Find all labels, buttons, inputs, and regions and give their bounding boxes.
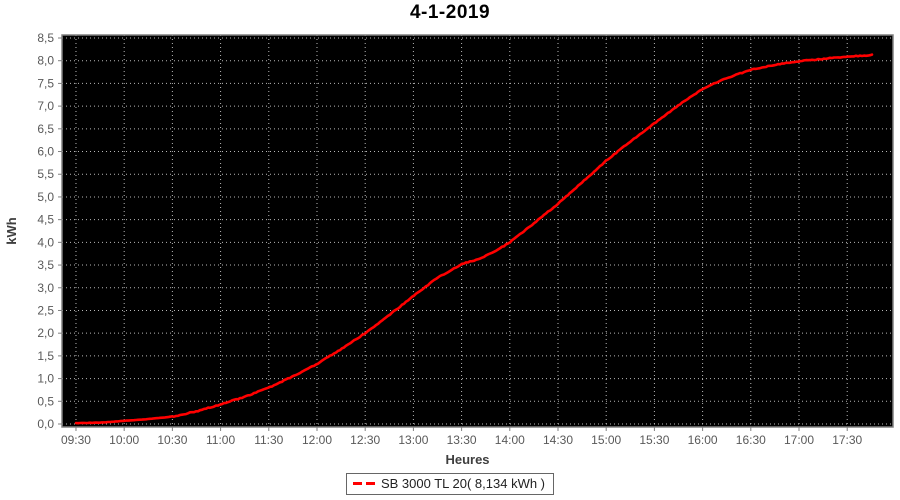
plot-border [61, 34, 894, 428]
svg-text:2,0: 2,0 [37, 326, 54, 340]
svg-text:17:00: 17:00 [784, 433, 814, 447]
x-tick-marks [75, 427, 848, 431]
svg-text:4,5: 4,5 [37, 213, 54, 227]
svg-text:6,0: 6,0 [37, 145, 54, 159]
svg-text:14:30: 14:30 [543, 433, 573, 447]
svg-text:12:30: 12:30 [350, 433, 380, 447]
svg-text:2,5: 2,5 [37, 303, 54, 317]
svg-text:6,5: 6,5 [37, 122, 54, 136]
svg-text:3,0: 3,0 [37, 281, 54, 295]
svg-text:1,5: 1,5 [37, 349, 54, 363]
svg-text:0,5: 0,5 [37, 394, 54, 408]
x-axis-title: Heures [445, 452, 489, 467]
grid-lines [62, 35, 893, 427]
svg-text:5,5: 5,5 [37, 167, 54, 181]
svg-text:17:30: 17:30 [832, 433, 862, 447]
plot-background [62, 35, 893, 427]
svg-text:13:30: 13:30 [447, 433, 477, 447]
legend: SB 3000 TL 20( 8,134 kWh ) [0, 473, 900, 495]
legend-box: SB 3000 TL 20( 8,134 kWh ) [345, 473, 555, 495]
svg-text:8,5: 8,5 [37, 31, 54, 45]
svg-text:13:00: 13:00 [398, 433, 428, 447]
legend-label: SB 3000 TL 20( 8,134 kWh ) [380, 476, 546, 491]
svg-text:4,0: 4,0 [37, 235, 54, 249]
legend-line-swatch [352, 482, 375, 485]
series-line-0 [74, 53, 874, 425]
svg-text:15:00: 15:00 [591, 433, 621, 447]
svg-text:7,5: 7,5 [37, 76, 54, 90]
plot-area: 09:30 10:00 10:30 11:00 11:30 12:00 12:30 13:00… [4, 31, 894, 467]
svg-text:11:30: 11:30 [254, 433, 283, 447]
svg-text:10:30: 10:30 [157, 433, 187, 447]
svg-text:5,0: 5,0 [37, 190, 54, 204]
y-axis-title: kWh [4, 217, 19, 245]
chart-title: 4-1-2019 [409, 2, 491, 23]
svg-text:12:00: 12:00 [302, 433, 332, 447]
svg-text:15:30: 15:30 [639, 433, 669, 447]
svg-text:16:30: 16:30 [736, 433, 766, 447]
svg-text:16:00: 16:00 [688, 433, 718, 447]
svg-text:3,5: 3,5 [37, 258, 54, 272]
y-tick-marks [58, 37, 62, 425]
svg-text:8,0: 8,0 [37, 54, 54, 68]
svg-text:09:30: 09:30 [61, 433, 91, 447]
svg-text:0,0: 0,0 [37, 417, 54, 431]
y-tick-labels: 0,0 0,5 1,0 1,5 2,0 2,5 3,0 3,5 4,0 4,5 5,0 5,5 6,0 6… [37, 31, 54, 431]
svg-text:1,0: 1,0 [37, 372, 54, 386]
svg-text:7,0: 7,0 [37, 99, 54, 113]
x-tick-labels: 09:30 10:00 10:30 11:00 11:30 12:00 12:30 13:00… [61, 433, 863, 447]
svg-text:14:00: 14:00 [495, 433, 525, 447]
svg-text:10:00: 10:00 [109, 433, 139, 447]
svg-text:11:00: 11:00 [206, 433, 235, 447]
